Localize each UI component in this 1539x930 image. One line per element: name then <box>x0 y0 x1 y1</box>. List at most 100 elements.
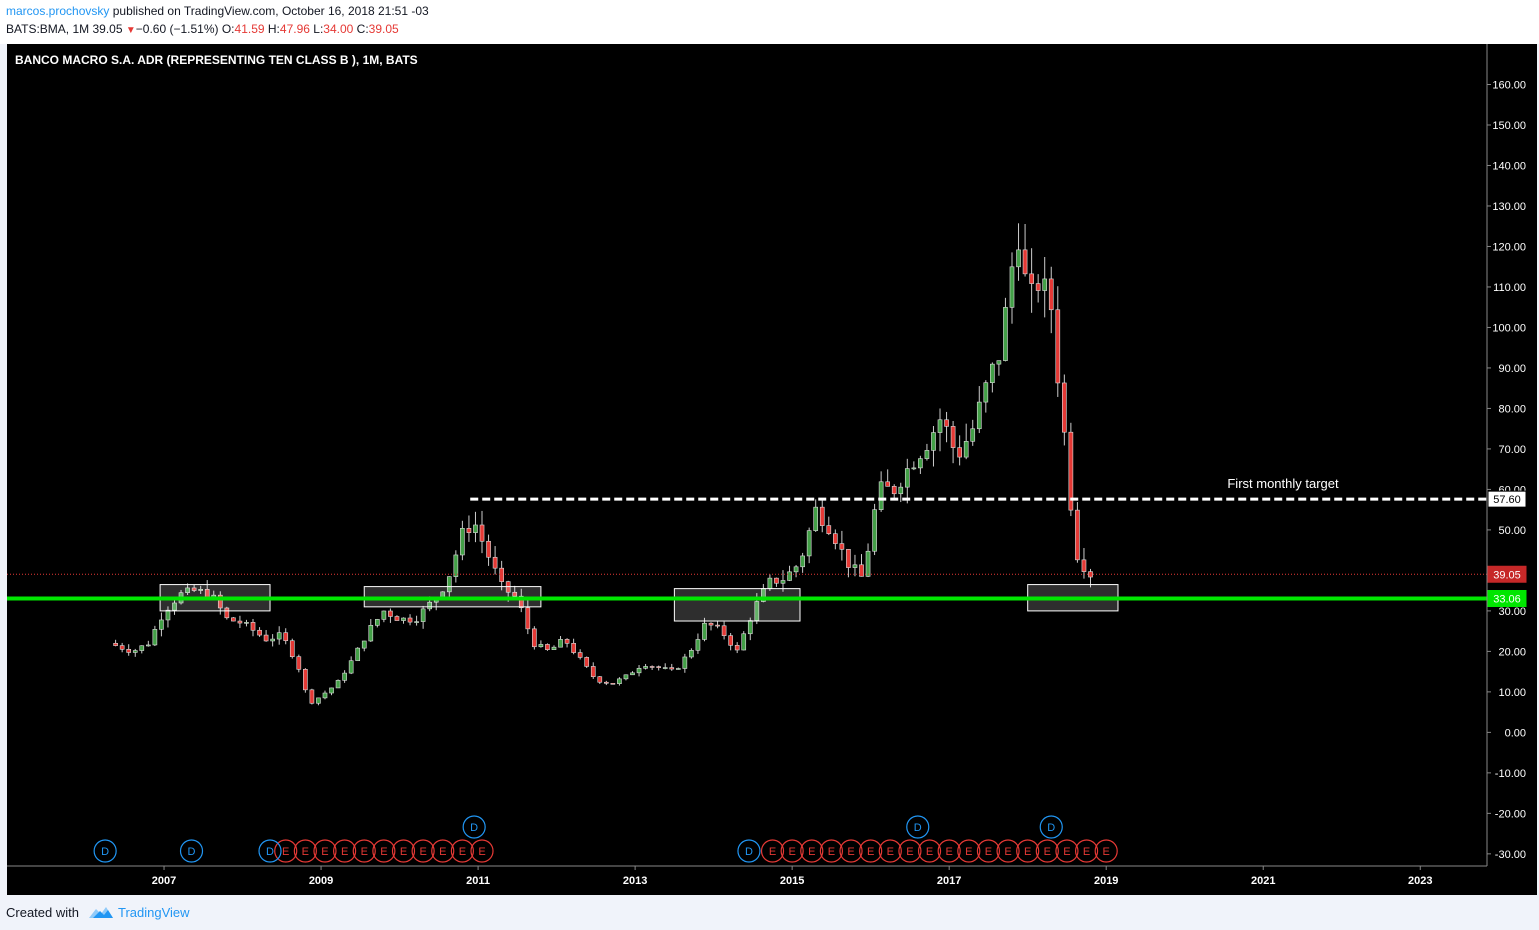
earnings-badge-letter: E <box>439 846 446 858</box>
candle-up <box>152 629 158 646</box>
earnings-badge <box>470 839 494 863</box>
candle-down <box>571 643 576 653</box>
candle-down <box>119 645 125 650</box>
earnings-badge-letter: E <box>769 846 776 858</box>
earnings-badge <box>293 839 317 863</box>
tradingview-brand-link[interactable]: TradingView <box>118 905 190 920</box>
candle-down <box>649 666 655 668</box>
candle-down <box>1048 278 1054 311</box>
candle-up <box>368 625 374 642</box>
earnings-badge-letter: E <box>906 846 913 858</box>
chart-title: BANCO MACRO S.A. ADR (REPRESENTING TEN C… <box>15 53 418 67</box>
earnings-badge <box>1055 839 1079 863</box>
earnings-badge <box>780 839 804 863</box>
x-tick-label: 2011 <box>466 875 490 887</box>
candle-up <box>335 680 341 689</box>
earnings-badge <box>1035 839 1059 863</box>
earnings-badge <box>917 839 942 863</box>
y-tick-label: 120.00 <box>1492 241 1526 253</box>
candle-down <box>1022 249 1028 275</box>
earnings-badge-letter: E <box>867 846 874 858</box>
candle-up <box>1009 266 1015 308</box>
candle-down <box>819 506 825 526</box>
candle-up <box>617 678 622 684</box>
y-tick-label: 20.00 <box>1498 646 1526 658</box>
target-price-tag-bg <box>1487 490 1527 508</box>
dividend-badge <box>93 839 117 863</box>
candle-up <box>427 601 432 610</box>
candle-up <box>551 646 557 651</box>
candle-down <box>479 524 485 542</box>
candle-up <box>473 524 478 533</box>
earnings-badge-letter: E <box>459 846 466 858</box>
earnings-badge <box>996 839 1020 863</box>
candle-up <box>767 577 773 589</box>
candle-up <box>623 674 629 680</box>
candle-up <box>316 697 321 704</box>
candle-up <box>787 571 792 581</box>
candle-down <box>590 666 596 677</box>
candle-down <box>885 481 891 487</box>
candle-up <box>780 580 786 584</box>
candle-down <box>224 607 230 619</box>
candle-down <box>407 617 413 623</box>
candle-down <box>1055 309 1061 384</box>
candle-down <box>564 639 570 644</box>
dividend-badge <box>462 815 486 839</box>
open-value: 41.59 <box>234 22 265 36</box>
candle-up <box>996 360 1002 365</box>
price-tags: 39.05 33.06 57.60 <box>1487 490 1527 608</box>
earnings-badge <box>411 839 435 863</box>
dividend-badge <box>1039 815 1063 839</box>
earnings-badge-letter: E <box>302 846 309 858</box>
candle-up <box>662 667 668 669</box>
candle-down <box>532 628 537 648</box>
candle-up <box>865 550 871 577</box>
earnings-badge-letter: E <box>926 846 933 858</box>
y-tick-label: 70.00 <box>1498 444 1526 456</box>
target-label: First monthly target <box>1227 476 1339 491</box>
down-arrow-icon: ▼ <box>125 25 136 36</box>
candle-down <box>839 543 845 550</box>
x-tick-label: 2013 <box>623 875 647 887</box>
candle-up <box>747 620 753 635</box>
dividend-badge-letter: D <box>745 846 753 858</box>
earnings-badge <box>819 839 844 863</box>
candle-down <box>217 594 223 609</box>
y-tick-label: 150.00 <box>1492 120 1526 132</box>
candle-down <box>283 632 289 642</box>
earnings-badge <box>391 839 416 863</box>
candle-up <box>329 687 334 694</box>
candle-up <box>643 666 648 669</box>
tradingview-logo-icon[interactable] <box>88 904 114 920</box>
candle-down <box>499 567 504 582</box>
price-chart[interactable]: First monthly target BANCO MACRO S.A. AD… <box>0 44 1539 895</box>
earnings-badge-letter: E <box>808 846 815 858</box>
candle-down <box>728 635 733 646</box>
x-tick-label: 2007 <box>152 875 176 887</box>
earnings-badge-letter: E <box>985 846 992 858</box>
candle-up <box>806 530 812 557</box>
earnings-badge-letter: E <box>1004 846 1011 858</box>
time-axis[interactable]: 2007 2009 2011 2013 2015 2017 2019 2021 2023 <box>152 866 1433 887</box>
candle-up <box>872 509 877 552</box>
candle-down <box>603 681 609 684</box>
created-with-text: Created with <box>6 905 79 920</box>
candle-down <box>126 649 132 653</box>
earnings-badge <box>976 839 1001 863</box>
candle-up <box>630 672 635 676</box>
candle-up <box>800 555 805 568</box>
candle-up <box>983 382 989 403</box>
x-tick-label: 2019 <box>1094 875 1118 887</box>
author-link[interactable]: marcos.prochovsky <box>6 4 110 18</box>
support-price-tag: 33.06 <box>1493 594 1521 606</box>
candle-up <box>963 440 969 458</box>
earnings-badge <box>839 839 863 863</box>
candle-up <box>361 640 367 649</box>
earnings-badge <box>898 839 922 863</box>
candle-up <box>695 639 701 651</box>
earnings-badge <box>760 839 785 863</box>
y-tick-label: 10.00 <box>1498 687 1526 699</box>
earnings-badge <box>313 839 337 863</box>
current-price-tag: 39.05 <box>1493 569 1521 581</box>
